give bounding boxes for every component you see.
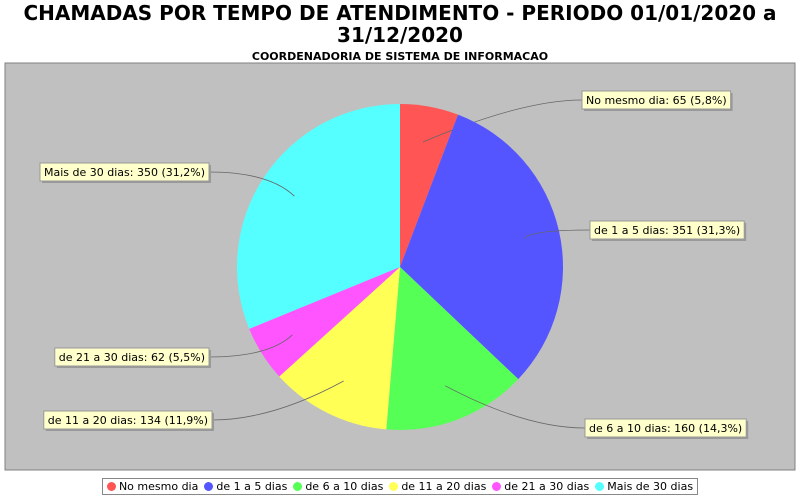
label-connector (445, 385, 586, 429)
legend-item: de 1 a 5 dias (204, 480, 287, 493)
value-label: de 21 a 30 dias: 62 (5,5%) (59, 351, 205, 364)
pie-slice (400, 104, 459, 267)
legend-swatch (106, 482, 116, 491)
label-box (589, 220, 745, 240)
legend-label: de 6 a 10 dias (305, 480, 384, 493)
value-label: No mesmo dia: 65 (5,8%) (586, 94, 727, 107)
legend-item: de 21 a 30 dias (492, 480, 589, 493)
legend-swatch (293, 482, 303, 491)
legend-item: Mais de 30 dias (595, 480, 693, 493)
legend-box: No mesmo dia de 1 a 5 dias de 6 a 10 dias d… (101, 478, 699, 495)
label-connector (523, 229, 591, 240)
value-label: de 11 a 20 dias: 134 (11,9%) (48, 414, 208, 427)
label-connector (208, 171, 295, 197)
legend-label: de 1 a 5 dias (216, 480, 288, 493)
legend-swatch (389, 482, 399, 491)
label-box (581, 90, 732, 110)
pie-slice (400, 114, 563, 380)
legend-label: Mais de 30 dias (607, 480, 694, 493)
value-label: de 1 a 5 dias: 351 (31,3%) (594, 224, 740, 237)
pie-slice (386, 267, 519, 430)
pie-slice (249, 267, 400, 377)
label-box (43, 410, 213, 430)
value-label: Mais de 30 dias: 350 (31,2%) (44, 166, 205, 179)
value-label: de 6 a 10 dias: 160 (14,3%) (589, 422, 742, 435)
label-connector (422, 99, 583, 143)
label-connector (211, 380, 344, 421)
legend-item: de 11 a 20 dias (389, 480, 486, 493)
legend-item: No mesmo dia (106, 480, 199, 493)
legend-label: de 11 a 20 dias (401, 480, 487, 493)
label-box (39, 162, 210, 182)
legend-item: de 6 a 10 dias (293, 480, 383, 493)
legend-label: No mesmo dia (118, 480, 199, 493)
legend-swatch (204, 482, 214, 491)
legend-swatch (595, 482, 605, 491)
chart: No mesmo dia: 65 (5,8%) de 1 a 5 dias: 35… (4, 62, 796, 471)
legend: No mesmo dia de 1 a 5 dias de 6 a 10 dias d… (0, 478, 800, 495)
pie-slice (237, 103, 400, 329)
legend-swatch (492, 482, 502, 491)
label-connector (208, 334, 293, 358)
chart-subtitle: COORDENADORIA DE SISTEMA DE INFORMACAO (251, 50, 549, 63)
pie-slice (279, 267, 400, 430)
legend-label: de 21 a 30 dias (504, 480, 590, 493)
label-box (54, 347, 210, 367)
chart-title: CHAMADAS POR TEMPO DE ATENDIMENTO - PERI… (23, 1, 777, 47)
label-box (584, 418, 747, 438)
